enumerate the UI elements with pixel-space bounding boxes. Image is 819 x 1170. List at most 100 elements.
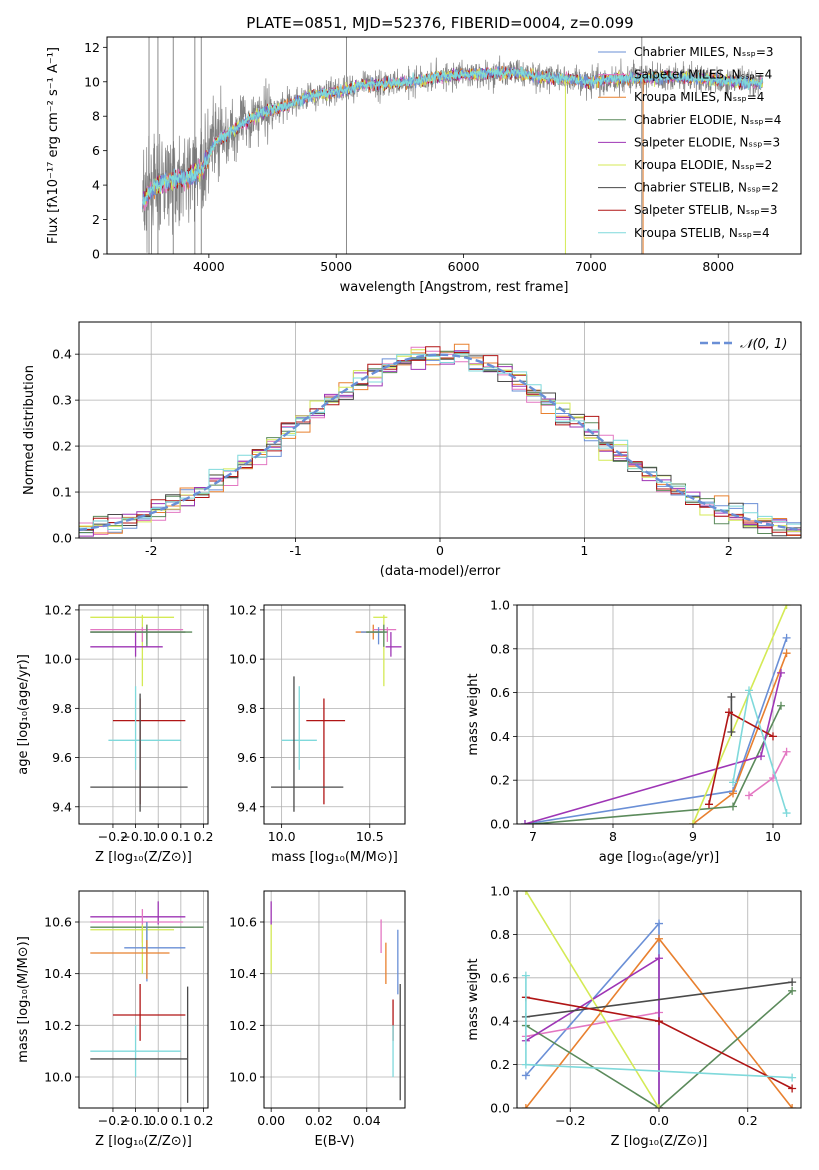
x-tick-label: 7 xyxy=(529,829,537,844)
weight-marker xyxy=(757,752,765,761)
y-tick-label: 10.2 xyxy=(44,1018,72,1033)
y-tick-label: 0.1 xyxy=(52,485,72,500)
point-5 xyxy=(385,632,402,657)
x-axis-label: mass [log₁₀(M/M⊙)] xyxy=(271,850,398,865)
weight-marker xyxy=(521,971,530,980)
weight-marker xyxy=(788,986,797,995)
x-tick-label: 6000 xyxy=(448,259,480,274)
x-tick-label: 0.2 xyxy=(194,829,214,844)
y-axis-label: mass weight xyxy=(466,673,481,755)
weight-marker xyxy=(655,954,663,963)
y-tick-label: 10.2 xyxy=(44,602,72,617)
x-tick-label: 0.02 xyxy=(305,1113,333,1128)
z_age-points xyxy=(90,614,193,812)
y-tick-label: 0.4 xyxy=(490,729,510,744)
weight-marker xyxy=(788,1084,797,1093)
x-tick-label: 0.0 xyxy=(649,1113,669,1128)
y-tick-label: 1.0 xyxy=(490,884,510,899)
weight-marker xyxy=(521,1060,530,1069)
axes-frame xyxy=(106,36,802,255)
x-tick-label: 1 xyxy=(580,543,588,558)
weight-marker xyxy=(655,919,663,928)
z_mass-axes: −0.2−0.10.0 0.1 0.2 10.0 10.2 10.4 10.6 Z [log₁… xyxy=(16,891,213,1149)
z_mass-points xyxy=(90,901,204,1103)
axes-frame xyxy=(78,321,802,539)
point-1 xyxy=(90,909,184,943)
weight-marker xyxy=(521,820,529,824)
weight-line-5 xyxy=(525,891,660,1108)
legend-label: Kroupa ELODIE, Nₛₛₚ=2 xyxy=(634,158,772,172)
age_weight-axes: 7 8 9 10 0.0 0.2 0.4 0.6 0.8 1.0 age [log₁₀(age/yr… xyxy=(466,598,801,865)
weight-marker xyxy=(777,668,785,677)
point-7 xyxy=(281,686,317,770)
y-axis-label: age [log₁₀(age/yr)] xyxy=(16,654,31,775)
x-tick-label: 0.0 xyxy=(148,1113,168,1128)
y-tick-label: 0.8 xyxy=(490,927,510,942)
weight-marker xyxy=(725,708,733,717)
x-tick-label: −0.1 xyxy=(120,1113,150,1128)
axes-frame xyxy=(263,604,406,825)
x-tick-label: 5000 xyxy=(320,259,352,274)
weight-marker xyxy=(729,789,737,798)
y-tick-label: 2 xyxy=(92,212,100,227)
y-tick-label: 9.6 xyxy=(237,750,257,765)
weight-marker xyxy=(782,649,791,658)
chart-title: PLATE=0851, MJD=52376, FIBERID=0004, z=0… xyxy=(246,14,633,32)
y-tick-label: 10.0 xyxy=(44,652,72,667)
x-tick-label: −0.2 xyxy=(98,1113,128,1128)
x-tick-label: −0.2 xyxy=(98,829,128,844)
y-tick-label: 0.2 xyxy=(490,1057,510,1072)
histograms xyxy=(79,343,801,538)
point-4 xyxy=(124,922,186,982)
x-tick-label: 0.2 xyxy=(738,1113,758,1128)
x-tick-label: 0.0 xyxy=(148,829,168,844)
x-tick-label: 0.04 xyxy=(353,1113,381,1128)
x-tick-label: 9 xyxy=(689,829,697,844)
y-tick-label: 12 xyxy=(84,40,100,55)
weight-marker xyxy=(521,1071,530,1080)
axes-frame xyxy=(78,890,209,1109)
point-2 xyxy=(373,627,397,642)
weight-marker xyxy=(729,802,737,811)
x-tick-label: 10.0 xyxy=(268,829,296,844)
point-0 xyxy=(90,614,175,687)
y-axis-label: Flux [fλ10⁻¹⁷ erg cm⁻² s⁻¹ A⁻¹] xyxy=(46,47,61,244)
y-tick-label: 8 xyxy=(92,109,100,124)
point-6 xyxy=(112,984,186,1041)
y-tick-label: 1.0 xyxy=(490,598,510,613)
y-tick-label: 10.0 xyxy=(229,1070,257,1085)
x-tick-label: 0.2 xyxy=(194,1113,214,1128)
weight-line-3 xyxy=(525,990,793,1108)
mass_age-axes: 10.0 10.5 9.4 9.6 9.8 10.0 10.2 mass [log₁₀(M/M… xyxy=(229,602,405,865)
y-tick-label: 9.4 xyxy=(52,799,72,814)
y-tick-label: 10.0 xyxy=(44,1070,72,1085)
y-tick-label: 0.2 xyxy=(490,773,510,788)
model-spectrum-8 xyxy=(142,66,763,207)
weight-marker xyxy=(788,1104,797,1108)
y-tick-label: 10.6 xyxy=(229,915,257,930)
legend-label: Kroupa STELIB, Nₛₛₚ=4 xyxy=(634,226,770,240)
point-4 xyxy=(366,624,388,647)
legend-label: 𝒩(0, 1) xyxy=(740,337,787,352)
point-8 xyxy=(90,986,189,1103)
y-tick-label: 10.2 xyxy=(229,602,257,617)
weight-marker xyxy=(745,686,753,695)
point-6 xyxy=(112,698,186,805)
x-axis-label: wavelength [Angstrom, rest frame] xyxy=(340,280,569,295)
spectrum-axes: 4000 5000 6000 7000 8000 0 2 4 6 8 10 12 wavelength … xyxy=(46,40,734,295)
legend-label: Kroupa MILES, Nₛₛₚ=4 xyxy=(634,90,764,104)
ebv_mass-axes: 0.00 0.02 0.04 10.0 10.2 10.4 10.6 E(B-V) xyxy=(229,891,405,1149)
point-7 xyxy=(90,1025,181,1077)
legend-label: Salpeter ELODIE, Nₛₛₚ=3 xyxy=(634,135,780,149)
y-tick-label: 0.0 xyxy=(490,1101,510,1116)
weight-marker xyxy=(655,1017,663,1026)
histogram-7 xyxy=(79,346,801,536)
x-tick-label: 0.1 xyxy=(171,829,191,844)
legend-label: Chabrier ELODIE, Nₛₛₚ=4 xyxy=(634,113,781,127)
weight-marker xyxy=(782,633,791,642)
x-axis-label: (data-model)/error xyxy=(380,564,501,579)
x-tick-label: 7000 xyxy=(575,259,607,274)
weight-marker xyxy=(769,732,777,741)
y-tick-label: 0.6 xyxy=(490,685,510,700)
